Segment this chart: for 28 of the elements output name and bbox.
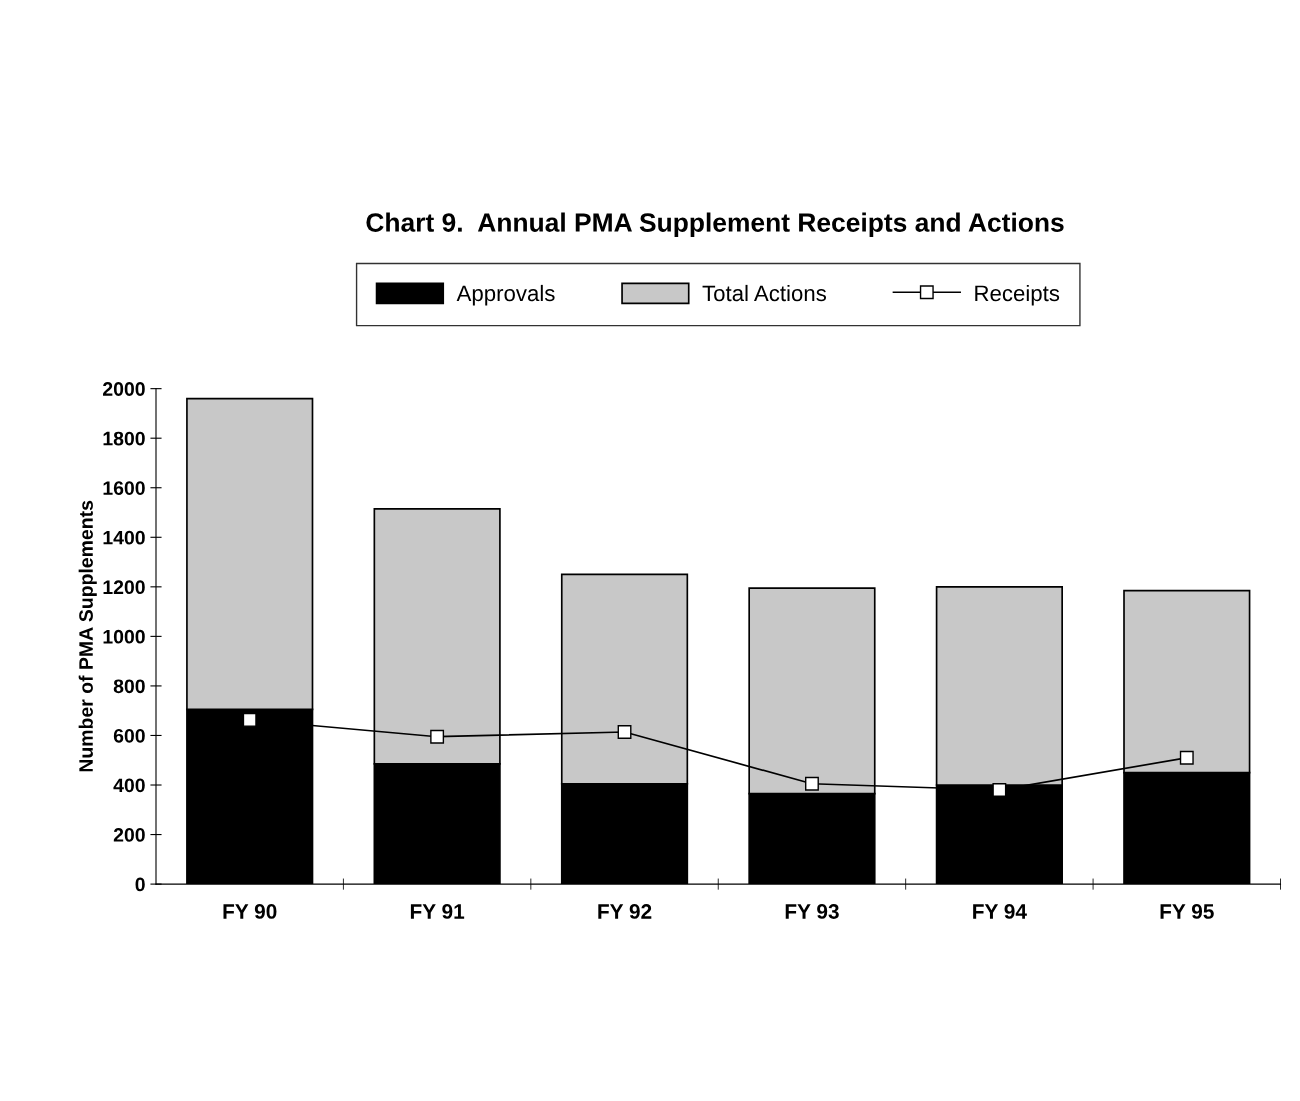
x-tick-label: FY 95: [1160, 904, 1214, 919]
y-tick-label: 1400: [103, 530, 145, 545]
point: [430, 729, 445, 744]
chart-title: Chart 9. Annual PMA Supplement Receipts and Actions: [366, 212, 1064, 238]
legend-label: Total Actions: [702, 284, 827, 302]
legend-label: Receipts: [975, 284, 1060, 306]
x-tick-label: FY 94: [973, 904, 1027, 919]
point: [992, 783, 1007, 797]
x-tick-label: FY 91: [410, 904, 465, 919]
y-tick-label: 1000: [103, 629, 145, 644]
y-tick-label: 200: [113, 828, 145, 842]
y-tick-label: 1600: [103, 481, 145, 495]
point: [617, 725, 632, 739]
x-tick-label: FY 90: [223, 904, 277, 919]
x-tick-label: FY 93: [785, 904, 839, 919]
y-tick-label: 800: [113, 679, 145, 694]
y-tick-label: 400: [113, 778, 145, 793]
y-tick-label: 1200: [103, 580, 145, 595]
point: [805, 776, 819, 791]
y-axis-title: Number of PMA Supplements: [78, 500, 97, 772]
y-tick-label: 0: [135, 877, 145, 892]
point: [242, 712, 257, 727]
x-tick-label: FY 92: [598, 904, 652, 919]
point: [1179, 750, 1194, 765]
legend-label: Approvals: [456, 284, 555, 306]
y-tick-label: 1800: [103, 431, 145, 446]
y-tick-label: 600: [113, 728, 145, 743]
y-tick-label: 2000: [103, 382, 145, 396]
